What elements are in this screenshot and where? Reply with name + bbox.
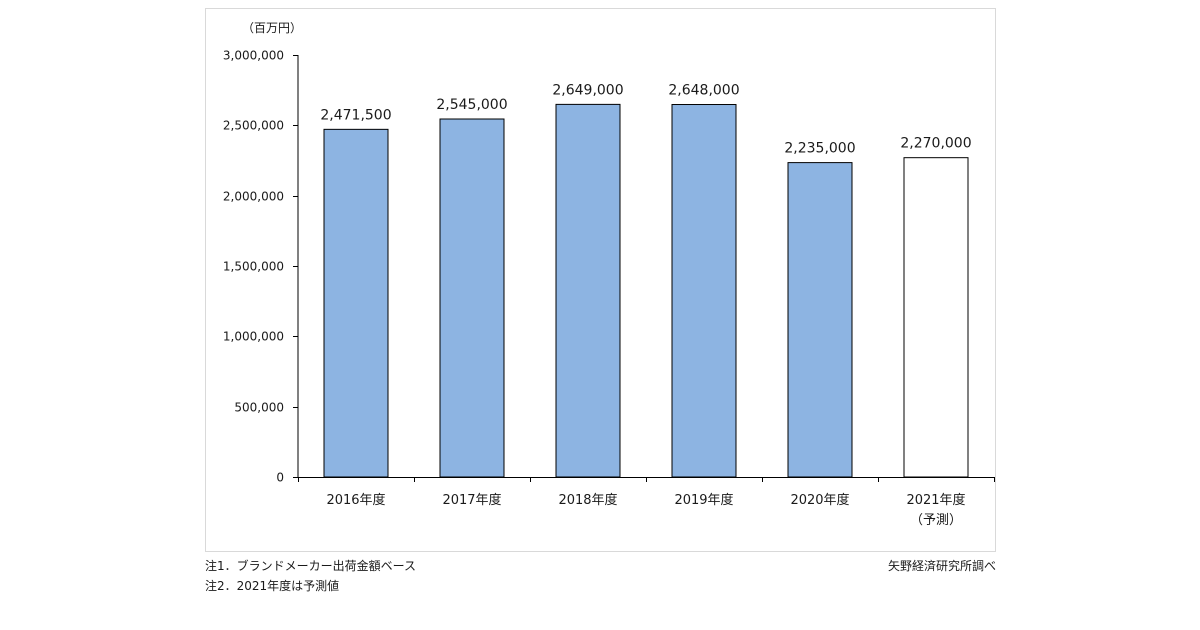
bar [671, 104, 737, 478]
data-label: 2,471,500 [320, 107, 391, 123]
y-tick-label: 1,500,000 [223, 260, 284, 274]
y-tick-label: 0 [276, 471, 284, 485]
x-tick-label: 2018年度 [558, 492, 617, 508]
data-label: 2,545,000 [436, 97, 507, 113]
bar [903, 157, 969, 478]
footnote-2: 注2．2021年度は予測値 [205, 579, 340, 593]
bar-chart: （百万円） 0 500,000 1,000,000 1,500,000 2,000,000… [223, 21, 995, 528]
x-tick-label: 2019年度 [674, 492, 733, 508]
x-tick-label: 2020年度 [790, 492, 849, 508]
y-tick-label: 2,500,000 [223, 119, 284, 133]
footnote-1: 注1．ブランドメーカー出荷金額ベース [205, 559, 417, 573]
data-label: 2,270,000 [900, 136, 971, 152]
y-tick-label: 2,000,000 [223, 190, 284, 204]
data-label: 2,235,000 [784, 141, 855, 157]
bar [555, 103, 621, 478]
y-tick-label: 3,000,000 [223, 49, 284, 63]
y-axis-unit-label: （百万円） [242, 21, 302, 35]
data-label: 2,649,000 [552, 82, 623, 98]
y-tick-label: 1,000,000 [223, 330, 284, 344]
x-tick-label: 2016年度 [326, 492, 385, 508]
x-tick-label: （予測） [910, 513, 962, 528]
bar [439, 118, 505, 478]
x-tick-label: 2021年度 [906, 492, 965, 508]
data-label: 2,648,000 [668, 83, 739, 99]
chart-frame: （百万円） 0 500,000 1,000,000 1,500,000 2,000,000… [205, 8, 996, 552]
source-credit: 矢野経済研究所調べ [887, 559, 996, 573]
x-tick-label: 2017年度 [442, 492, 501, 508]
y-tick-label: 500,000 [234, 401, 284, 415]
bar [787, 162, 853, 478]
bar [323, 128, 389, 478]
